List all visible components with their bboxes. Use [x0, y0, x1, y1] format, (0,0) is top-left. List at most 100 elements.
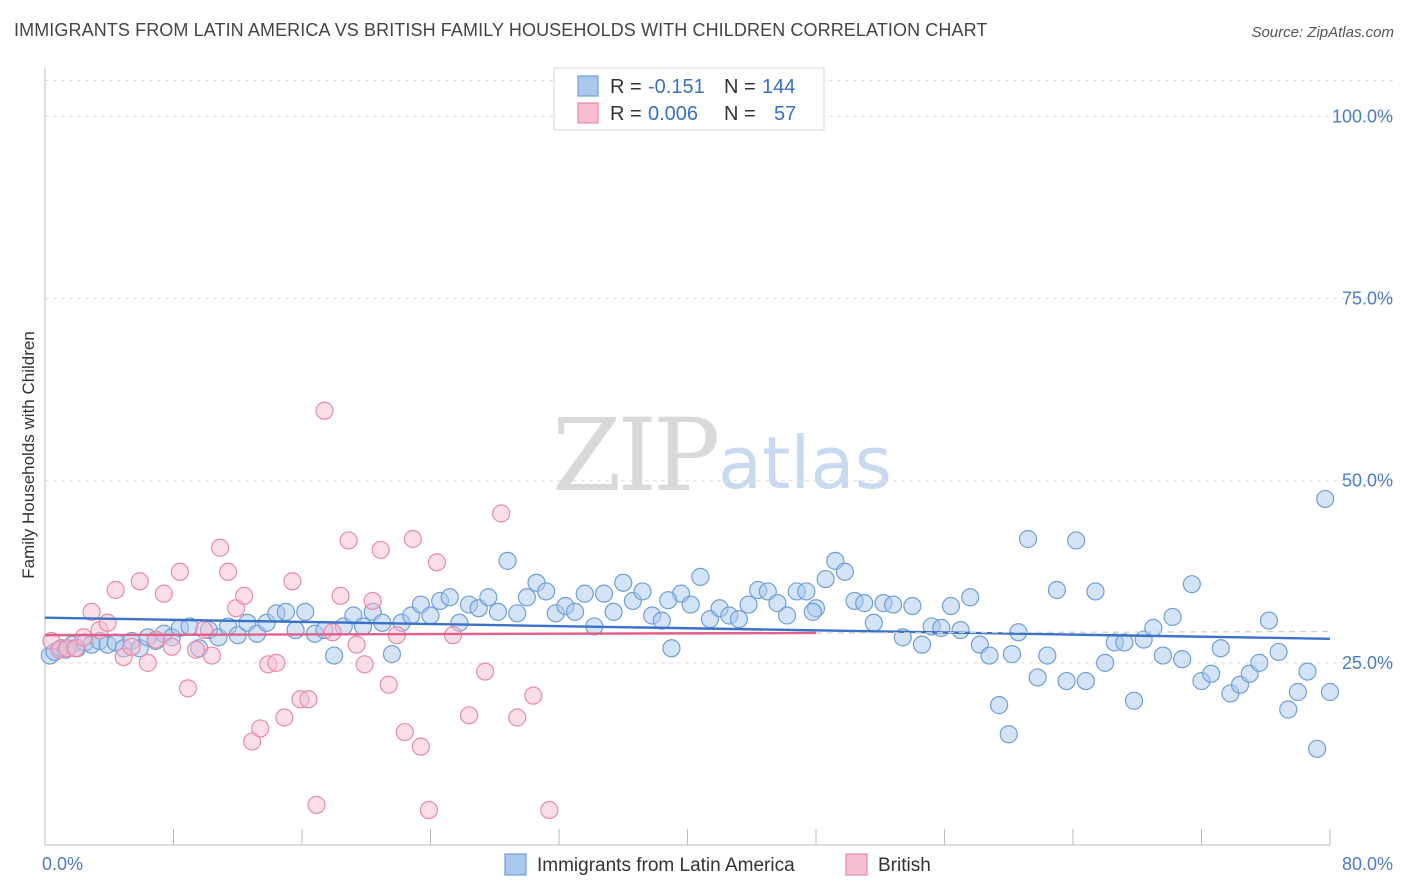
latin-america-point [1057, 671, 1076, 691]
latin-america-point [296, 602, 315, 621]
trend-lines [44, 616, 1331, 641]
latin-america-point [768, 594, 787, 613]
watermark-atlas: atlas [718, 421, 892, 505]
trend-line-latin-america [44, 616, 1331, 641]
latin-america-point [1086, 582, 1105, 601]
latin-america-point [691, 567, 710, 586]
latin-america-point [1298, 662, 1317, 681]
latin-america-point [286, 620, 305, 640]
latin-america-point [325, 646, 344, 665]
latin-america-point [1002, 645, 1022, 664]
british-point [459, 706, 479, 725]
series-legend-label-latin-america: Immigrants from Latin America [537, 855, 795, 876]
british-point [74, 628, 93, 647]
latin-america-point [729, 610, 749, 629]
latin-america-point [990, 696, 1009, 715]
legend-r-label-1: R = [610, 76, 642, 98]
latin-america-point [614, 573, 633, 592]
british-point [371, 540, 390, 560]
latin-america-point [1250, 653, 1269, 672]
british-point [82, 602, 101, 621]
points [40, 107, 1340, 820]
latin-america-point [1076, 671, 1095, 691]
legend-r-value-1: -0.151 [648, 76, 705, 98]
source-credit: Source: ZipAtlas.com [1251, 24, 1394, 41]
british-point [419, 800, 438, 820]
british-point [508, 708, 527, 727]
latin-america-point [951, 620, 970, 640]
legend-n-label-1: N = [724, 76, 756, 98]
series-legend: Immigrants from Latin America British [504, 853, 931, 876]
british-point [194, 620, 214, 640]
latin-america-point [575, 584, 594, 603]
latin-america-point [941, 596, 961, 616]
latin-america-point [1259, 611, 1279, 630]
british-point [379, 675, 398, 694]
x-tick-label-max: 80.0% [1342, 854, 1393, 874]
british-point [275, 708, 294, 727]
latin-america-point [855, 594, 874, 613]
latin-america-point [1279, 700, 1298, 719]
latin-america-point [903, 596, 922, 616]
british-point [347, 635, 366, 654]
british-point [202, 646, 222, 665]
latin-america-point [537, 582, 556, 601]
latin-america-point [758, 582, 777, 601]
latin-america-point [1211, 639, 1230, 658]
british-point [403, 529, 422, 549]
watermark: ZIP atlas [552, 397, 892, 514]
x-tick-label-min: 0.0% [42, 854, 83, 874]
latin-america-point [1018, 529, 1038, 549]
british-point [476, 662, 495, 681]
latin-america-point [1320, 682, 1340, 702]
british-point [339, 531, 358, 550]
latin-america-point [1144, 618, 1163, 637]
british-point [540, 800, 559, 820]
latin-america-point [1163, 607, 1182, 627]
latin-america-point [498, 551, 517, 570]
latin-america-point [1047, 580, 1067, 600]
latin-america-point [980, 646, 999, 665]
latin-america-point [633, 582, 652, 601]
latin-america-point [1153, 646, 1173, 665]
british-point [98, 613, 117, 632]
latin-america-point [353, 617, 373, 636]
latin-america-point [517, 588, 536, 607]
latin-america-point [1202, 664, 1221, 683]
british-point [307, 795, 326, 815]
legend-swatch-pink [577, 102, 599, 124]
latin-america-point [803, 602, 822, 621]
british-point [267, 653, 286, 672]
y-axis-title: Family Households with Children [19, 331, 38, 579]
legend-r-label-2: R = [610, 103, 642, 125]
british-point [331, 586, 350, 605]
latin-america-point [835, 562, 855, 581]
british-point [210, 538, 230, 557]
british-point [146, 630, 165, 649]
latin-america-point [777, 606, 797, 625]
british-point [524, 686, 543, 705]
y-axis-title-group: Family Households with Children [19, 331, 38, 579]
british-point [299, 690, 318, 709]
chart-title: IMMIGRANTS FROM LATIN AMERICA VS BRITISH… [14, 20, 988, 40]
latin-america-point [565, 602, 585, 621]
latin-america-point [382, 645, 402, 664]
latin-america-point [1269, 642, 1288, 662]
y-tick-label: 75.0% [1342, 289, 1393, 309]
british-point [492, 504, 511, 523]
latin-america-point [864, 613, 883, 632]
latin-america-point [1038, 646, 1057, 665]
latin-america-point [662, 639, 681, 658]
british-point [154, 584, 173, 603]
british-point [130, 572, 149, 591]
british-point [138, 653, 157, 672]
legend-r-value-2: 0.006 [648, 103, 698, 125]
latin-america-point [961, 588, 980, 607]
british-point [243, 732, 262, 751]
british-point [178, 679, 198, 698]
british-point [363, 591, 382, 611]
latin-america-point [1182, 575, 1201, 594]
latin-america-point [1124, 691, 1144, 710]
british-point [283, 572, 302, 591]
british-point [106, 580, 125, 600]
